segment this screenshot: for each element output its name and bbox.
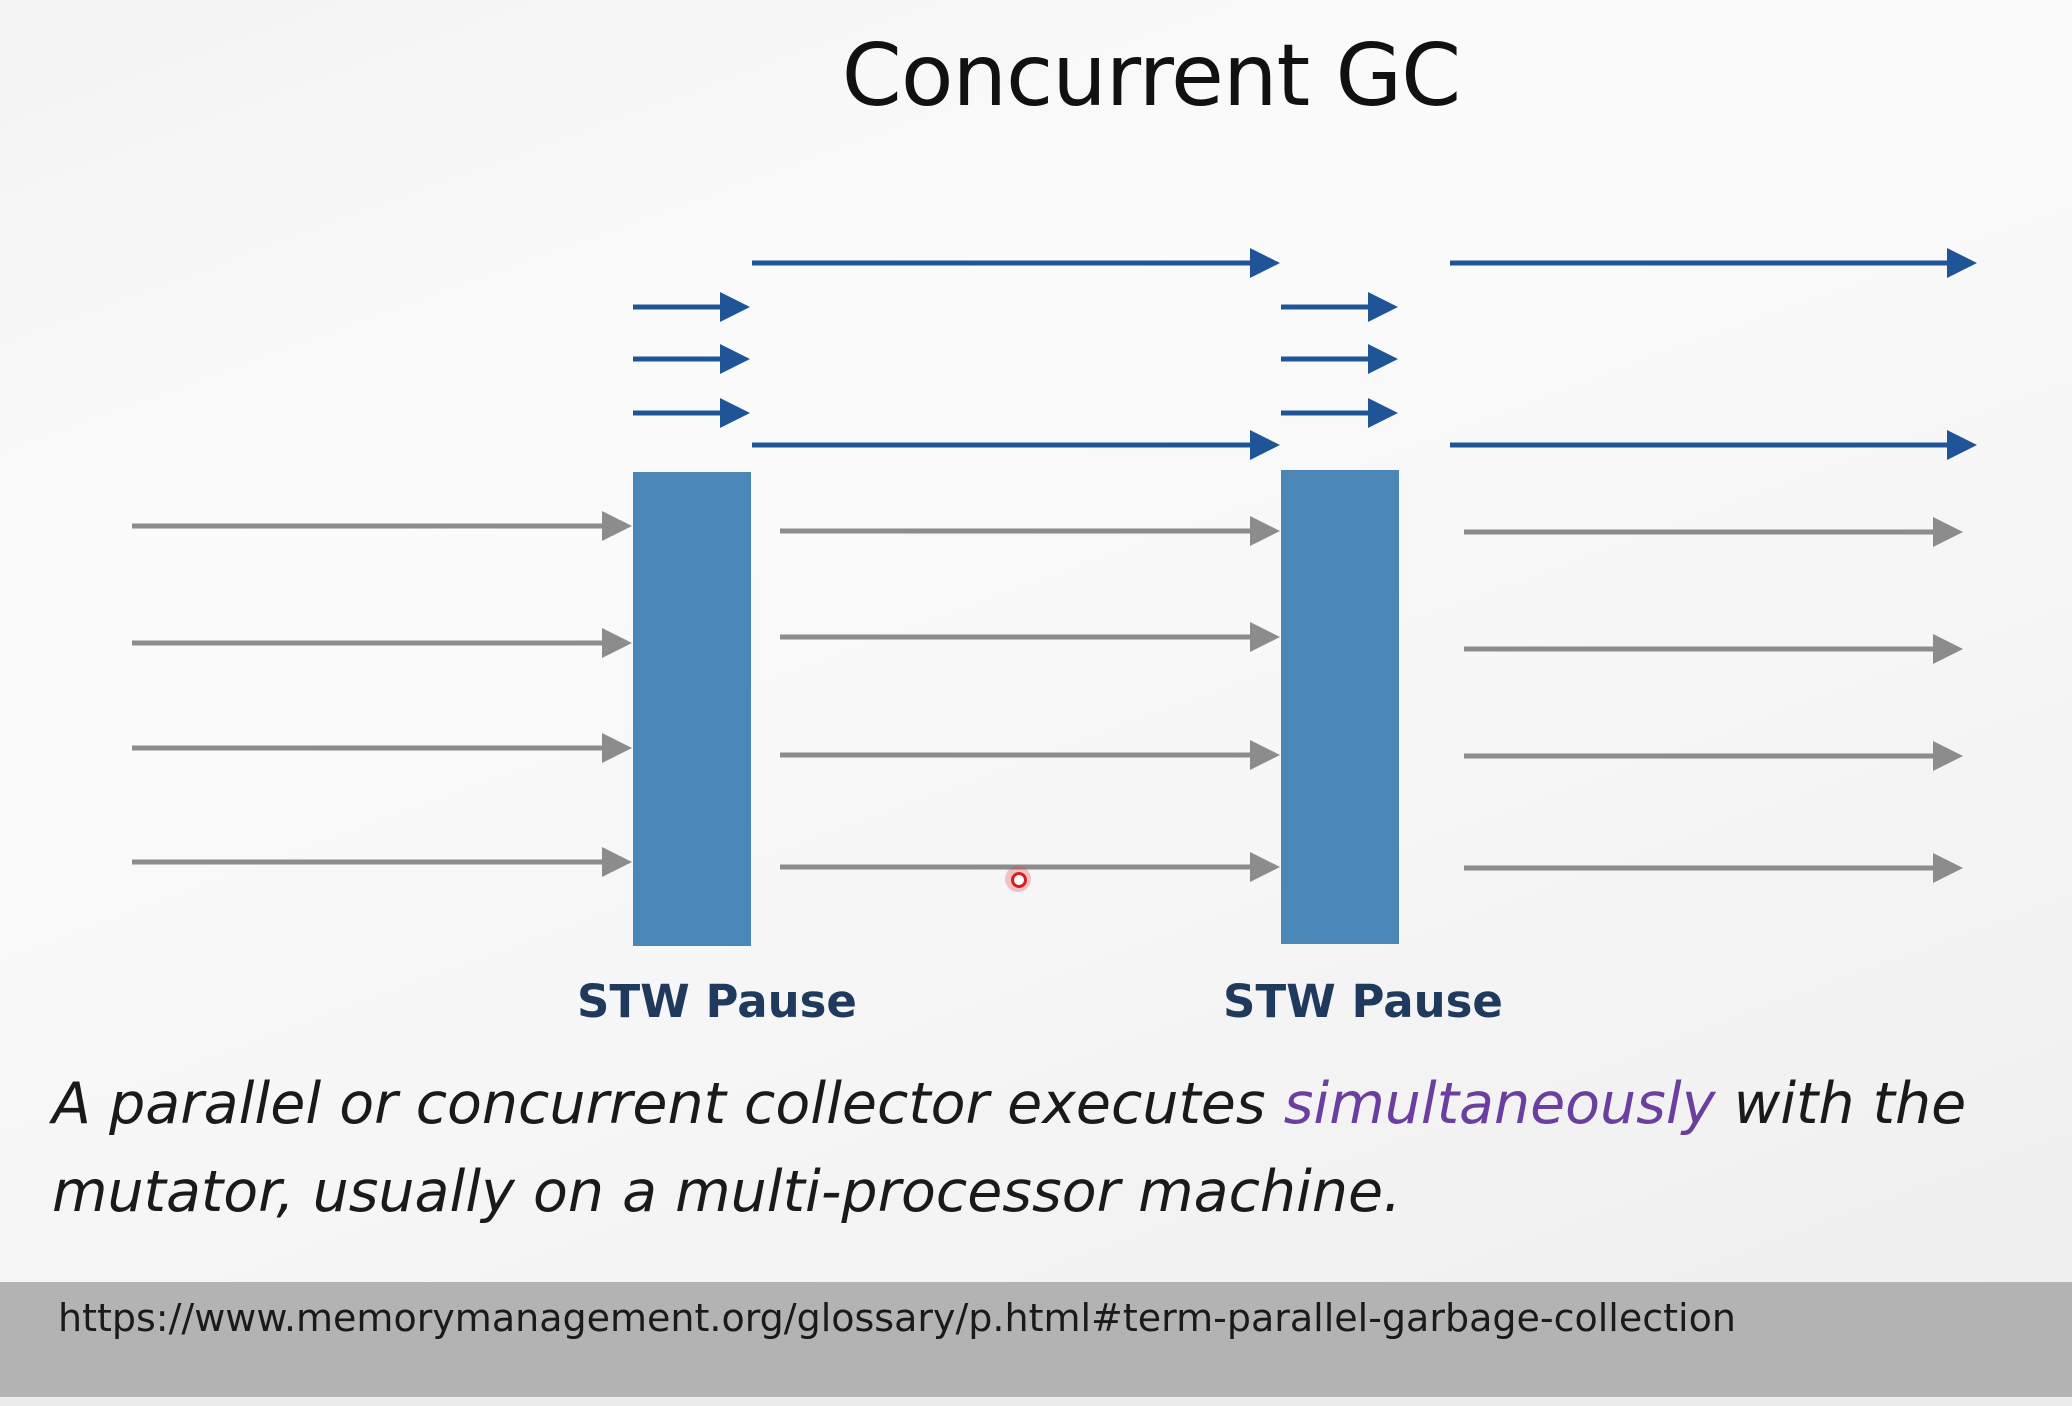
stw-pause-label-2: STW Pause xyxy=(1223,975,1503,1028)
caption: A parallel or concurrent collector execu… xyxy=(52,1060,2042,1236)
footer-url: https://www.memorymanagement.org/glossar… xyxy=(58,1296,1736,1340)
caption-highlight: simultaneously xyxy=(1283,1071,1716,1137)
slide-title: Concurrent GC xyxy=(841,26,1461,126)
stw-pause-block-2 xyxy=(1281,470,1399,944)
stw-pause-label-1: STW Pause xyxy=(577,975,857,1028)
footer-bar: https://www.memorymanagement.org/glossar… xyxy=(0,1282,2072,1397)
mutator-threads xyxy=(132,511,1963,883)
gc-threads xyxy=(633,248,1977,460)
stw-pause-block-1 xyxy=(633,472,751,946)
caption-text-start: A parallel or concurrent collector execu… xyxy=(52,1071,1284,1137)
caption-text-end: with the mutator, usually on a multi-pro… xyxy=(52,1071,1967,1225)
bottom-strip xyxy=(0,1397,2072,1406)
laser-pointer-icon xyxy=(1005,866,1031,892)
